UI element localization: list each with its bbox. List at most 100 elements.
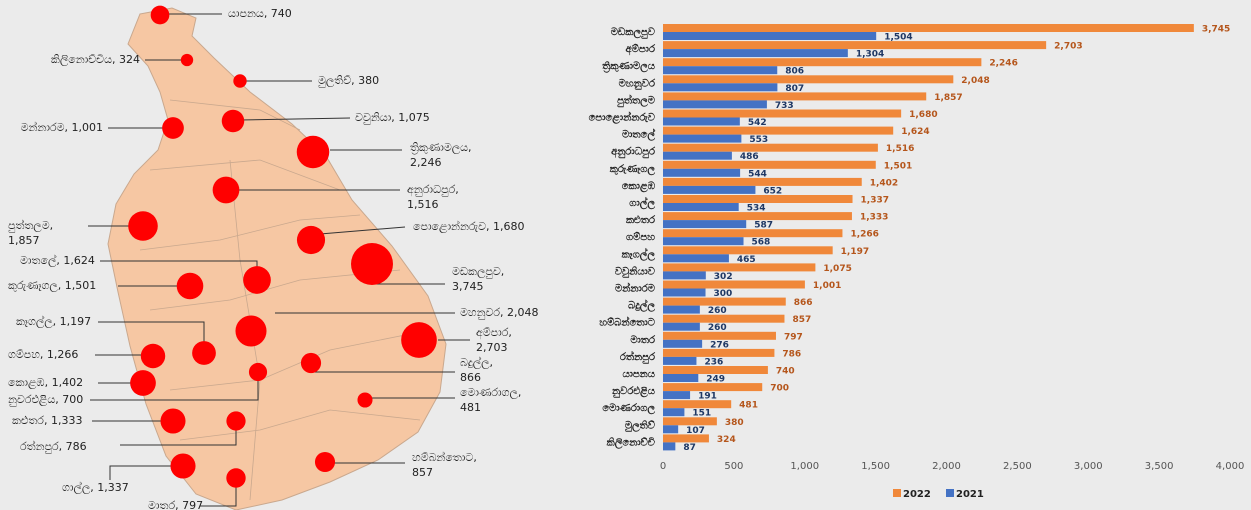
value-label: 1,680 xyxy=(909,110,937,120)
bar xyxy=(663,83,778,92)
district-label: 857 xyxy=(412,466,433,479)
bar xyxy=(663,322,700,331)
value-label: 276 xyxy=(710,340,729,350)
category-label: ගාල්ල xyxy=(629,196,655,210)
district-label: බදුල්ල, xyxy=(460,355,493,370)
value-label: 249 xyxy=(706,375,725,385)
district-bubble xyxy=(170,453,196,479)
value-label: 1,402 xyxy=(870,178,898,188)
category-label: වවුනියාව xyxy=(615,265,656,278)
district-label: මුලතිව්, 380 xyxy=(318,74,379,88)
bar xyxy=(663,314,785,323)
bar xyxy=(663,348,775,357)
bar xyxy=(663,177,862,186)
leader-line xyxy=(109,465,174,480)
bar xyxy=(663,417,717,426)
bar xyxy=(663,100,767,109)
legend-label: 2022 xyxy=(903,489,931,500)
legend-swatch xyxy=(893,489,901,497)
category-label: පොළොන්නරුව xyxy=(589,110,656,124)
value-label: 481 xyxy=(739,401,758,411)
value-label: 797 xyxy=(784,332,803,342)
bar xyxy=(663,220,747,229)
bar xyxy=(663,49,848,58)
district-bubble xyxy=(226,411,246,431)
bar xyxy=(663,117,740,126)
district-label: අනුරාධපුර, xyxy=(407,183,459,197)
bar xyxy=(663,297,786,306)
value-label: 544 xyxy=(748,169,767,179)
bar xyxy=(663,442,676,451)
category-label: කළුතර xyxy=(625,214,656,226)
bar xyxy=(663,408,685,417)
category-label: මොණරාගල xyxy=(602,402,655,415)
category-label: ගම්පහ xyxy=(626,230,655,243)
x-tick-label: 0 xyxy=(660,461,666,472)
value-label: 486 xyxy=(740,152,759,162)
district-label: වවුනියා, 1,075 xyxy=(355,111,430,124)
bar xyxy=(663,305,700,314)
category-label: නුවරඑළිය xyxy=(611,385,656,398)
district-label: නුවරඑළිය, 700 xyxy=(8,393,83,407)
value-label: 740 xyxy=(776,367,795,377)
bar xyxy=(663,24,1194,32)
bar xyxy=(663,168,741,177)
bar xyxy=(663,331,776,340)
bar xyxy=(663,160,876,169)
bar xyxy=(663,66,778,75)
legend-label: 2021 xyxy=(956,489,984,500)
district-label: මහනුවර, 2,048 xyxy=(460,306,539,319)
value-label: 553 xyxy=(749,135,768,145)
value-label: 542 xyxy=(748,118,767,128)
district-bubble xyxy=(401,322,437,358)
bar xyxy=(663,254,729,263)
district-label: මඩකලපුව, xyxy=(452,265,504,279)
value-label: 786 xyxy=(782,349,801,359)
district-label: කුරුණෑගල, 1,501 xyxy=(8,279,96,293)
category-label: මඩකලපුව xyxy=(611,26,656,39)
leader-line xyxy=(120,426,237,446)
district-bubble xyxy=(150,5,170,25)
x-tick-label: 2,500 xyxy=(1003,461,1032,472)
value-label: 1,504 xyxy=(884,33,912,43)
category-label: කුරුණෑගල xyxy=(609,163,656,176)
value-label: 1,337 xyxy=(861,196,889,206)
value-label: 857 xyxy=(792,315,811,325)
district-bubble xyxy=(221,109,245,133)
district-label: මාතර, 797 xyxy=(148,499,203,510)
district-label: ගම්පහ, 1,266 xyxy=(8,348,78,361)
district-label: මොණරාගල, xyxy=(460,386,521,400)
bar xyxy=(663,425,679,434)
x-tick-label: 500 xyxy=(724,461,743,472)
bar xyxy=(663,288,706,297)
bar xyxy=(663,237,744,246)
district-bubble xyxy=(243,266,271,294)
district-label: 481 xyxy=(460,401,481,414)
category-label: කොළඹ xyxy=(622,180,656,193)
district-bubble xyxy=(130,370,156,396)
value-label: 807 xyxy=(785,84,804,94)
category-label: රත්නපුර xyxy=(620,350,656,364)
category-label: අනුරාධපුර xyxy=(611,146,656,159)
value-label: 1,624 xyxy=(901,127,929,137)
value-label: 236 xyxy=(704,357,723,367)
x-tick-label: 1,000 xyxy=(790,461,819,472)
bar xyxy=(663,75,954,84)
value-label: 1,266 xyxy=(850,230,878,240)
district-bubble xyxy=(248,362,268,382)
district-label: ගාල්ල, 1,337 xyxy=(62,480,129,495)
bar xyxy=(663,92,927,101)
category-label: පුත්තලම xyxy=(617,93,656,107)
district-bubble xyxy=(212,176,240,204)
leader-line xyxy=(200,484,237,507)
district-label: 2,703 xyxy=(476,341,508,354)
value-label: 3,745 xyxy=(1202,25,1230,35)
x-tick-label: 2,000 xyxy=(932,461,961,472)
value-label: 2,703 xyxy=(1054,42,1082,52)
value-label: 1,304 xyxy=(856,50,884,60)
bar xyxy=(663,374,699,382)
value-label: 1,001 xyxy=(813,281,841,291)
district-label: කළුතර, 1,333 xyxy=(12,414,82,427)
district-label: හම්බන්තොට, xyxy=(412,450,477,464)
